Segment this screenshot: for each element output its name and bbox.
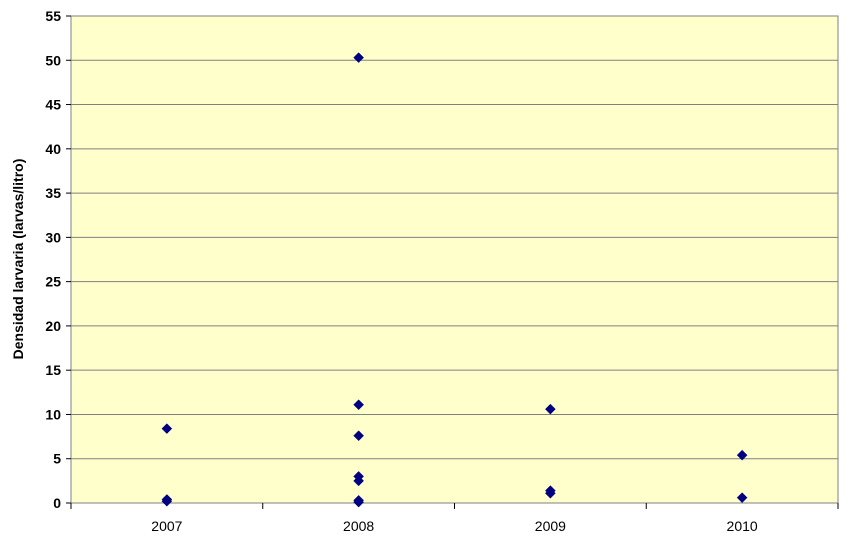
y-tick-label: 40: [45, 141, 61, 157]
x-tick-label: 2009: [535, 518, 566, 534]
data-point: [736, 492, 748, 504]
data-point: [545, 487, 556, 499]
x-tick-label: 2008: [343, 518, 374, 534]
y-tick-label: 0: [53, 495, 61, 511]
y-tick-label: 10: [45, 406, 61, 422]
data-point: [353, 52, 364, 63]
data-point: [353, 399, 364, 411]
y-tick-label: 25: [45, 274, 61, 290]
x-tick-label: 2010: [727, 518, 758, 534]
x-axis-ticks: 2007 2008 2009 2010: [70, 503, 839, 534]
data-point: [161, 423, 173, 434]
data-point: [161, 495, 173, 507]
data-point: [353, 496, 364, 508]
y-tick-label: 20: [45, 318, 61, 334]
y-tick-label: 55: [45, 8, 61, 24]
y-tick-label: 15: [45, 362, 61, 378]
y-tick-label: 45: [45, 97, 61, 113]
y-tick-label: 50: [45, 52, 61, 68]
data-point: [736, 449, 748, 461]
data-point: [545, 403, 556, 415]
y-axis-label: Densidad larvaria (larvas/litro): [10, 159, 26, 360]
data-points: [161, 52, 748, 508]
x-tick-label: 2007: [151, 518, 182, 534]
y-axis-ticks: 0 5 10 15 20 25 30 35 40 45 50 55: [45, 8, 71, 511]
plot-area: [70, 15, 839, 504]
data-point: [353, 430, 364, 442]
y-tick-label: 35: [45, 185, 61, 201]
gridlines: [71, 59, 838, 460]
y-tick-label: 30: [45, 229, 61, 245]
data-point: [353, 475, 364, 487]
y-tick-label: 5: [53, 451, 61, 467]
